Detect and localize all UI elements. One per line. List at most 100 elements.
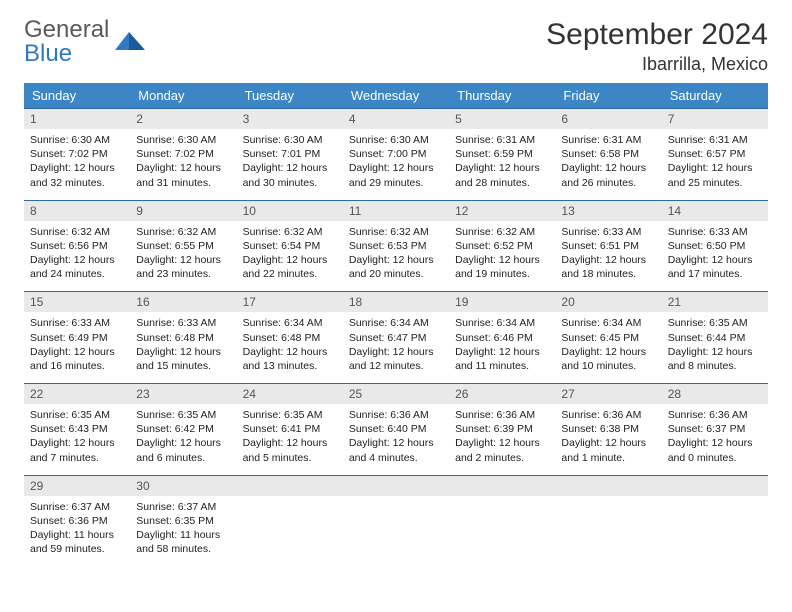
daylight-text: and 59 minutes. xyxy=(30,542,124,556)
day-cell: 5Sunrise: 6:31 AMSunset: 6:59 PMDaylight… xyxy=(449,109,555,201)
day-body xyxy=(662,496,768,552)
day-body: Sunrise: 6:32 AMSunset: 6:54 PMDaylight:… xyxy=(237,221,343,292)
daylight-text: Daylight: 12 hours xyxy=(243,161,337,175)
sunrise-text: Sunrise: 6:30 AM xyxy=(243,133,337,147)
logo-blue: Blue xyxy=(24,40,72,67)
day-body: Sunrise: 6:35 AMSunset: 6:43 PMDaylight:… xyxy=(24,404,130,475)
sunset-text: Sunset: 6:40 PM xyxy=(349,422,443,436)
week-row: 29Sunrise: 6:37 AMSunset: 6:36 PMDayligh… xyxy=(24,475,768,566)
sunset-text: Sunset: 6:45 PM xyxy=(561,331,655,345)
daylight-text: and 7 minutes. xyxy=(30,451,124,465)
sunrise-text: Sunrise: 6:35 AM xyxy=(668,316,762,330)
day-cell: 20Sunrise: 6:34 AMSunset: 6:45 PMDayligh… xyxy=(555,292,661,384)
daylight-text: Daylight: 12 hours xyxy=(455,161,549,175)
sunset-text: Sunset: 7:01 PM xyxy=(243,147,337,161)
day-body: Sunrise: 6:37 AMSunset: 6:35 PMDaylight:… xyxy=(130,496,236,567)
day-number: 21 xyxy=(662,292,768,312)
day-body: Sunrise: 6:34 AMSunset: 6:46 PMDaylight:… xyxy=(449,312,555,383)
day-body: Sunrise: 6:33 AMSunset: 6:50 PMDaylight:… xyxy=(662,221,768,292)
day-body: Sunrise: 6:32 AMSunset: 6:56 PMDaylight:… xyxy=(24,221,130,292)
day-number: 28 xyxy=(662,384,768,404)
sunrise-text: Sunrise: 6:35 AM xyxy=(243,408,337,422)
day-number: 27 xyxy=(555,384,661,404)
sunrise-text: Sunrise: 6:37 AM xyxy=(136,500,230,514)
day-number: 22 xyxy=(24,384,130,404)
weekday-header: Thursday xyxy=(449,83,555,109)
daylight-text: Daylight: 12 hours xyxy=(136,345,230,359)
sunset-text: Sunset: 6:36 PM xyxy=(30,514,124,528)
daylight-text: and 2 minutes. xyxy=(455,451,549,465)
sunset-text: Sunset: 6:48 PM xyxy=(243,331,337,345)
daylight-text: Daylight: 11 hours xyxy=(30,528,124,542)
day-cell: 14Sunrise: 6:33 AMSunset: 6:50 PMDayligh… xyxy=(662,200,768,292)
day-cell: 18Sunrise: 6:34 AMSunset: 6:47 PMDayligh… xyxy=(343,292,449,384)
day-body: Sunrise: 6:33 AMSunset: 6:48 PMDaylight:… xyxy=(130,312,236,383)
sunset-text: Sunset: 6:55 PM xyxy=(136,239,230,253)
daylight-text: and 6 minutes. xyxy=(136,451,230,465)
day-body: Sunrise: 6:35 AMSunset: 6:44 PMDaylight:… xyxy=(662,312,768,383)
sunset-text: Sunset: 6:43 PM xyxy=(30,422,124,436)
daylight-text: Daylight: 12 hours xyxy=(243,436,337,450)
day-number: 7 xyxy=(662,109,768,129)
day-cell: 10Sunrise: 6:32 AMSunset: 6:54 PMDayligh… xyxy=(237,200,343,292)
day-body: Sunrise: 6:30 AMSunset: 7:02 PMDaylight:… xyxy=(130,129,236,200)
sunset-text: Sunset: 6:44 PM xyxy=(668,331,762,345)
sunrise-text: Sunrise: 6:32 AM xyxy=(30,225,124,239)
day-body: Sunrise: 6:34 AMSunset: 6:48 PMDaylight:… xyxy=(237,312,343,383)
day-number: 19 xyxy=(449,292,555,312)
logo-general: General xyxy=(24,16,109,43)
sunset-text: Sunset: 6:41 PM xyxy=(243,422,337,436)
day-body: Sunrise: 6:30 AMSunset: 7:00 PMDaylight:… xyxy=(343,129,449,200)
daylight-text: and 15 minutes. xyxy=(136,359,230,373)
daylight-text: and 58 minutes. xyxy=(136,542,230,556)
day-cell: 2Sunrise: 6:30 AMSunset: 7:02 PMDaylight… xyxy=(130,109,236,201)
daylight-text: Daylight: 12 hours xyxy=(136,253,230,267)
daylight-text: Daylight: 12 hours xyxy=(561,161,655,175)
sunrise-text: Sunrise: 6:32 AM xyxy=(349,225,443,239)
sunrise-text: Sunrise: 6:32 AM xyxy=(455,225,549,239)
daylight-text: and 32 minutes. xyxy=(30,176,124,190)
sunrise-text: Sunrise: 6:33 AM xyxy=(561,225,655,239)
day-body: Sunrise: 6:36 AMSunset: 6:40 PMDaylight:… xyxy=(343,404,449,475)
week-row: 22Sunrise: 6:35 AMSunset: 6:43 PMDayligh… xyxy=(24,384,768,476)
sunset-text: Sunset: 6:51 PM xyxy=(561,239,655,253)
sunrise-text: Sunrise: 6:34 AM xyxy=(243,316,337,330)
daylight-text: and 26 minutes. xyxy=(561,176,655,190)
logo-text: General Blue xyxy=(24,18,109,66)
sunset-text: Sunset: 6:42 PM xyxy=(136,422,230,436)
day-cell: 6Sunrise: 6:31 AMSunset: 6:58 PMDaylight… xyxy=(555,109,661,201)
day-cell xyxy=(343,475,449,566)
day-cell: 12Sunrise: 6:32 AMSunset: 6:52 PMDayligh… xyxy=(449,200,555,292)
sunset-text: Sunset: 6:38 PM xyxy=(561,422,655,436)
daylight-text: and 0 minutes. xyxy=(668,451,762,465)
daylight-text: Daylight: 12 hours xyxy=(561,436,655,450)
sunrise-text: Sunrise: 6:30 AM xyxy=(136,133,230,147)
day-cell: 13Sunrise: 6:33 AMSunset: 6:51 PMDayligh… xyxy=(555,200,661,292)
day-number: 2 xyxy=(130,109,236,129)
day-number xyxy=(343,476,449,496)
day-body: Sunrise: 6:35 AMSunset: 6:42 PMDaylight:… xyxy=(130,404,236,475)
sunset-text: Sunset: 6:59 PM xyxy=(455,147,549,161)
sunrise-text: Sunrise: 6:37 AM xyxy=(30,500,124,514)
day-number xyxy=(662,476,768,496)
day-body: Sunrise: 6:34 AMSunset: 6:47 PMDaylight:… xyxy=(343,312,449,383)
weekday-header: Tuesday xyxy=(237,83,343,109)
daylight-text: and 23 minutes. xyxy=(136,267,230,281)
day-cell: 27Sunrise: 6:36 AMSunset: 6:38 PMDayligh… xyxy=(555,384,661,476)
day-number: 20 xyxy=(555,292,661,312)
daylight-text: and 31 minutes. xyxy=(136,176,230,190)
day-cell: 4Sunrise: 6:30 AMSunset: 7:00 PMDaylight… xyxy=(343,109,449,201)
daylight-text: and 12 minutes. xyxy=(349,359,443,373)
daylight-text: Daylight: 12 hours xyxy=(349,253,443,267)
day-body xyxy=(237,496,343,552)
daylight-text: and 30 minutes. xyxy=(243,176,337,190)
daylight-text: Daylight: 12 hours xyxy=(136,161,230,175)
daylight-text: Daylight: 12 hours xyxy=(136,436,230,450)
week-row: 1Sunrise: 6:30 AMSunset: 7:02 PMDaylight… xyxy=(24,109,768,201)
day-number: 29 xyxy=(24,476,130,496)
day-number: 12 xyxy=(449,201,555,221)
daylight-text: Daylight: 12 hours xyxy=(668,253,762,267)
sunrise-text: Sunrise: 6:36 AM xyxy=(455,408,549,422)
day-number: 1 xyxy=(24,109,130,129)
daylight-text: Daylight: 12 hours xyxy=(455,345,549,359)
